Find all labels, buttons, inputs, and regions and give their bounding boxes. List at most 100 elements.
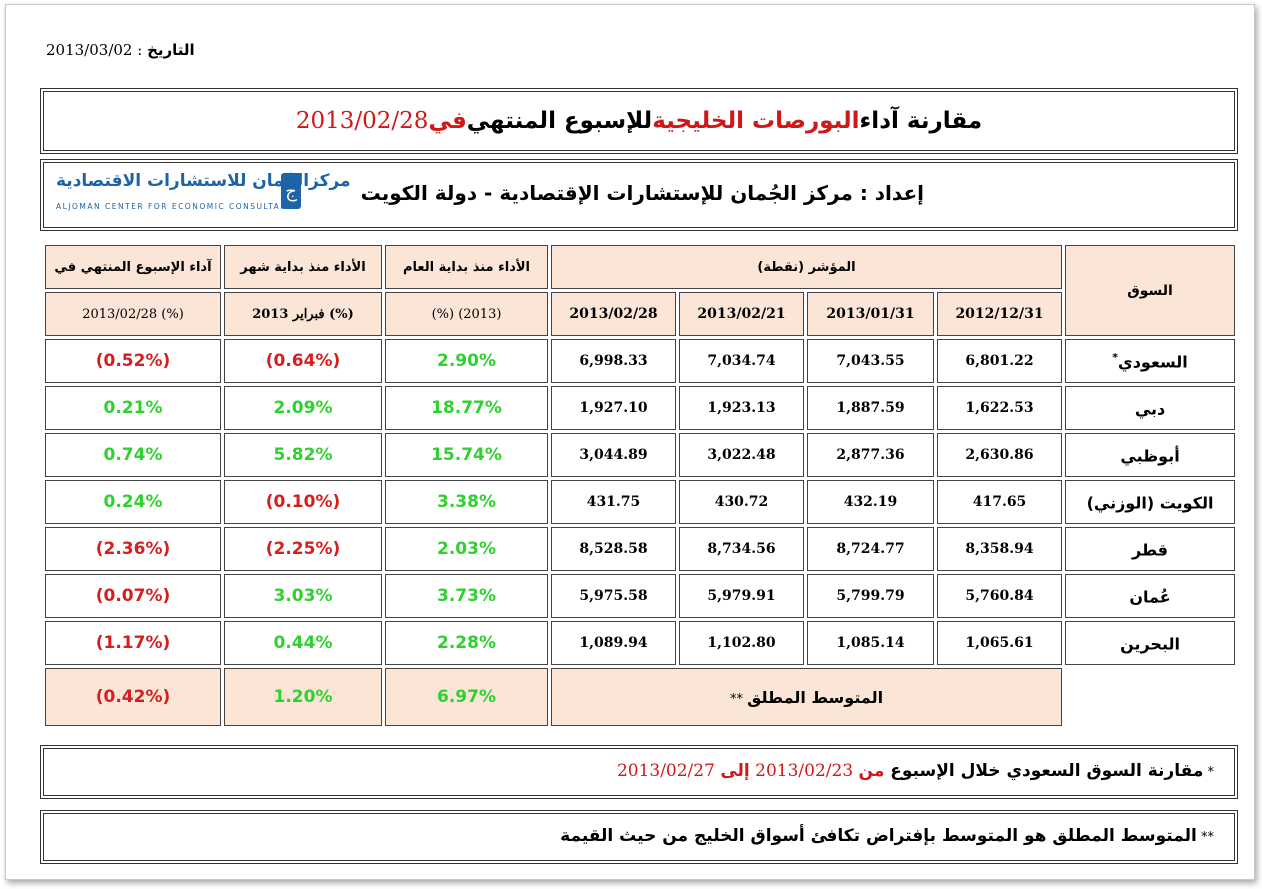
index-cell: 7,043.55 <box>807 339 934 383</box>
report-page: التاريخ : 2013/03/02 مقارنة آداء البورصا… <box>5 4 1255 880</box>
header-mtd-perf: الأداء منذ بداية شهر <box>224 245 382 289</box>
header-date-3: 2013/02/21 <box>679 292 804 336</box>
prepared-label: إعداد <box>874 181 924 205</box>
index-cell: 1,622.53 <box>937 386 1063 430</box>
week-cell: (0.52%) <box>45 339 221 383</box>
header-mtd-sub: فبراير 2013 (%) <box>224 292 382 336</box>
market-name-cell: أبوظبي <box>1065 433 1236 477</box>
mtd-cell: 5.82% <box>224 433 382 477</box>
table-row: (1.17%) 0.44% 2.28% 1,089.94 1,102.80 1,085.1… <box>45 621 1236 665</box>
logo-mark-icon: ج <box>281 173 301 209</box>
mtd-cell: (0.64%) <box>224 339 382 383</box>
header-week-perf: آداء الإسبوع المنتهي في <box>45 245 221 289</box>
table-row: (0.07%) 3.03% 3.73% 5,975.58 5,979.91 5,799.7… <box>45 574 1236 618</box>
week-cell: (2.36%) <box>45 527 221 571</box>
date-label: التاريخ <box>147 41 195 59</box>
index-cell: 1,923.13 <box>679 386 804 430</box>
index-cell: 430.72 <box>679 480 804 524</box>
header-date-2: 2013/01/31 <box>807 292 934 336</box>
date-value: 2013/03/02 <box>46 41 133 59</box>
ytd-cell: 3.38% <box>385 480 548 524</box>
index-cell: 2,630.86 <box>937 433 1063 477</box>
mtd-cell: (0.10%) <box>224 480 382 524</box>
prepared-by-text: إعداد : مركز الجُمان للإستشارات الإقتصاد… <box>361 181 924 205</box>
performance-table: آداء الإسبوع المنتهي في الأداء منذ بداية… <box>42 242 1238 729</box>
market-name-cell: البحرين <box>1065 621 1236 665</box>
index-cell: 6,801.22 <box>937 339 1063 383</box>
avg-spacer <box>1065 668 1235 726</box>
week-cell: (0.07%) <box>45 574 221 618</box>
index-cell: 3,022.48 <box>679 433 804 477</box>
prepared-sep: : <box>852 181 875 205</box>
header-date-4: 2013/02/28 <box>551 292 676 336</box>
week-cell: 0.74% <box>45 433 221 477</box>
title-highlight: البورصات الخليجية <box>652 108 860 134</box>
mtd-cell: 0.44% <box>224 621 382 665</box>
week-cell: 0.21% <box>45 386 221 430</box>
index-cell: 1,085.14 <box>807 621 934 665</box>
market-name-cell: الكويت (الوزني) <box>1065 480 1236 524</box>
index-cell: 6,998.33 <box>551 339 676 383</box>
index-cell: 8,358.94 <box>937 527 1063 571</box>
report-title-box: مقارنة آداء البورصات الخليجية للإسبوع ال… <box>40 88 1238 154</box>
ytd-cell: 15.74% <box>385 433 548 477</box>
index-cell: 1,065.61 <box>937 621 1063 665</box>
market-name-cell: السعودي* <box>1065 339 1236 383</box>
index-cell: 5,799.79 <box>807 574 934 618</box>
index-cell: 8,528.58 <box>551 527 676 571</box>
index-cell: 1,089.94 <box>551 621 676 665</box>
title-part1: مقارنة آداء <box>859 108 983 134</box>
week-cell: (1.17%) <box>45 621 221 665</box>
market-name-cell: عُمان <box>1065 574 1236 618</box>
table-row: (2.36%) (2.25%) 2.03% 8,528.58 8,734.56 8,724… <box>45 527 1236 571</box>
table-row: (0.52%) (0.64%) 2.90% 6,998.33 7,034.74 7,043… <box>45 339 1236 383</box>
header-date-1: 2012/12/31 <box>937 292 1063 336</box>
index-cell: 5,760.84 <box>937 574 1063 618</box>
mtd-cell: (2.25%) <box>224 527 382 571</box>
footnote-saudi-box: * مقارنة السوق السعودي خلال الإسبوع من 2… <box>40 745 1238 799</box>
title-part3: للإسبوع المنتهي <box>466 108 653 134</box>
avg-ytd: 6.97% <box>385 668 548 726</box>
index-cell: 8,724.77 <box>807 527 934 571</box>
index-cell: 417.65 <box>937 480 1063 524</box>
index-cell: 1,887.59 <box>807 386 934 430</box>
index-cell: 2,877.36 <box>807 433 934 477</box>
ytd-cell: 2.28% <box>385 621 548 665</box>
date-separator: : <box>132 41 148 59</box>
mtd-cell: 2.09% <box>224 386 382 430</box>
header-week-sub: 2013/02/28 (%) <box>45 292 221 336</box>
index-cell: 5,979.91 <box>679 574 804 618</box>
footnote-average-box: ** المتوسط المطلق هو المتوسط بإفتراض تكا… <box>40 810 1238 864</box>
ytd-cell: 18.77% <box>385 386 548 430</box>
prepared-org: مركز الجُمان للإستشارات الإقتصادية - دول… <box>360 181 853 205</box>
index-cell: 432.19 <box>807 480 934 524</box>
table-row: 0.74% 5.82% 15.74% 3,044.89 3,022.48 2,877.36… <box>45 433 1236 477</box>
title-in: في <box>428 108 467 134</box>
table-row: 0.24% (0.10%) 3.38% 431.75 430.72 432.19 417.6… <box>45 480 1236 524</box>
avg-week: (0.42%) <box>45 668 221 726</box>
ytd-cell: 2.03% <box>385 527 548 571</box>
avg-mtd: 1.20% <box>224 668 382 726</box>
index-cell: 8,734.56 <box>679 527 804 571</box>
header-index: المؤشر (نقطة) <box>551 245 1063 289</box>
mtd-cell: 3.03% <box>224 574 382 618</box>
index-cell: 431.75 <box>551 480 676 524</box>
ytd-cell: 3.73% <box>385 574 548 618</box>
index-cell: 1,102.80 <box>679 621 804 665</box>
avg-label: المتوسط المطلق ** <box>551 668 1063 726</box>
footnote-average: ** المتوسط المطلق هو المتوسط بإفتراض تكا… <box>560 826 1214 846</box>
logo-english-text: ALJOMAN CENTER FOR ECONOMIC CONSULTANCY <box>56 202 301 211</box>
index-cell: 7,034.74 <box>679 339 804 383</box>
ytd-cell: 2.90% <box>385 339 548 383</box>
report-date: التاريخ : 2013/03/02 <box>46 41 195 59</box>
index-cell: 5,975.58 <box>551 574 676 618</box>
index-cell: 1,927.10 <box>551 386 676 430</box>
header-ytd-perf: الأداء منذ بداية العام <box>385 245 548 289</box>
prepared-by-box: مركزالجُمان للاستشارات الاقتصادية ALJOMA… <box>40 159 1238 231</box>
index-cell: 3,044.89 <box>551 433 676 477</box>
week-cell: 0.24% <box>45 480 221 524</box>
logo-arabic-text: مركزالجُمان للاستشارات الاقتصادية <box>56 171 351 191</box>
aljoman-logo: مركزالجُمان للاستشارات الاقتصادية ALJOMA… <box>56 171 351 217</box>
market-name-cell: قطر <box>1065 527 1236 571</box>
market-name-cell: دبي <box>1065 386 1236 430</box>
